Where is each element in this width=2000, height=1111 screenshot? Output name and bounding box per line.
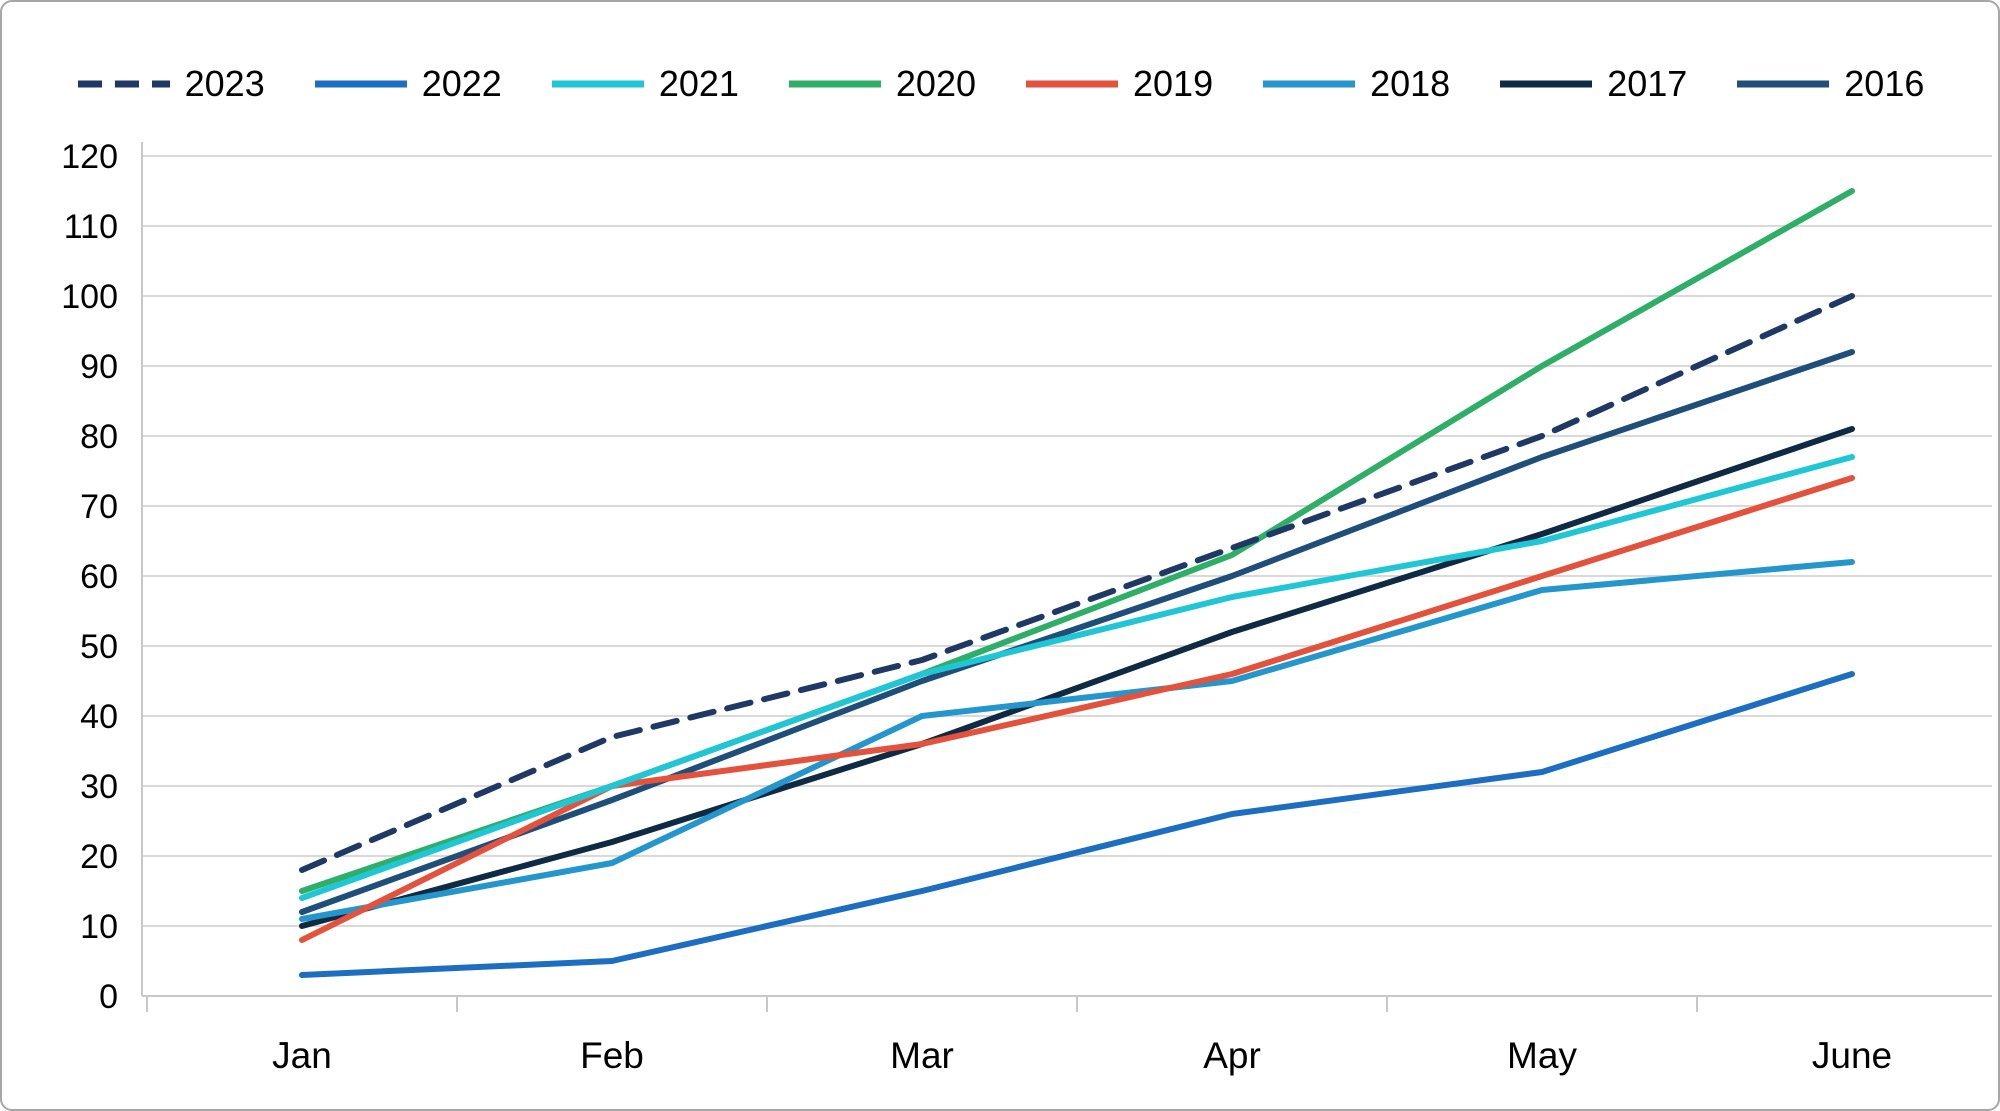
x-axis-tick-label: Feb xyxy=(580,1035,644,1076)
line-chart: 0 10 20 30 40 50 60 70 80 90 100 110 120 Jan Feb Mar Apr… xyxy=(61,138,1992,1076)
legend-label-2019: 2019 xyxy=(1133,63,1214,104)
legend-line-sample xyxy=(314,80,407,88)
y-axis-tick-label: 60 xyxy=(80,558,118,596)
legend-label-2017: 2017 xyxy=(1607,63,1688,104)
series-line-2022 xyxy=(299,671,1855,978)
legend-label-2020: 2020 xyxy=(895,63,976,104)
y-axis-tick-label: 0 xyxy=(99,978,118,1016)
x-axis-tick-label: May xyxy=(1507,1035,1577,1076)
x-axis-tick-label: Mar xyxy=(890,1035,954,1076)
legend-label-2021: 2021 xyxy=(658,63,739,104)
legend-item-2021: 2021 xyxy=(550,66,739,102)
y-axis-tick-label: 50 xyxy=(80,628,118,666)
legend-label-2018: 2018 xyxy=(1370,63,1451,104)
y-axis-tick-label: 110 xyxy=(64,208,118,246)
legend-line-sample xyxy=(77,80,170,88)
legend-item-2023: 2023 xyxy=(76,66,265,102)
series-line-2017 xyxy=(299,426,1855,929)
legend-line-sample xyxy=(788,80,881,88)
legend-item-2016: 2016 xyxy=(1735,66,1924,102)
y-axis-tick-label: 100 xyxy=(61,278,118,316)
series-line-2016 xyxy=(299,349,1855,915)
x-axis-tick-label: Jan xyxy=(272,1035,332,1076)
legend-item-2020: 2020 xyxy=(787,66,976,102)
x-axis-tick-label: June xyxy=(1812,1035,1892,1076)
series-line-2021 xyxy=(299,454,1855,901)
y-axis-tick-label: 10 xyxy=(80,908,118,946)
x-axis-tick-label: Apr xyxy=(1203,1035,1261,1076)
legend-line-sample xyxy=(1026,80,1118,88)
legend-line-sample xyxy=(551,80,644,88)
y-axis-tick-label: 40 xyxy=(80,698,118,736)
chart-legend: 2023 2022 2021 2020 2019 2018 2017 2016 xyxy=(2,2,1998,110)
legend-label-2022: 2022 xyxy=(421,63,502,104)
y-axis-tick-label: 20 xyxy=(80,838,118,876)
legend-label-2023: 2023 xyxy=(184,63,265,104)
y-axis-tick-label: 120 xyxy=(61,138,118,176)
y-axis-tick-label: 30 xyxy=(80,768,118,806)
legend-line-sample xyxy=(1263,80,1356,88)
y-axis-tick-label: 90 xyxy=(80,348,118,386)
y-axis-tick-label: 80 xyxy=(80,418,118,456)
legend-label-2016: 2016 xyxy=(1844,63,1925,104)
legend-line-sample xyxy=(1737,80,1830,88)
series-line-2019 xyxy=(299,475,1855,943)
series-line-2023 xyxy=(299,293,1855,873)
legend-line-sample xyxy=(1500,80,1593,88)
y-axis-tick-label: 70 xyxy=(80,488,118,526)
legend-item-2022: 2022 xyxy=(313,66,502,102)
legend-item-2018: 2018 xyxy=(1261,66,1450,102)
legend-item-2019: 2019 xyxy=(1024,66,1213,102)
legend-item-2017: 2017 xyxy=(1498,66,1687,102)
series-line-2018 xyxy=(299,559,1855,922)
